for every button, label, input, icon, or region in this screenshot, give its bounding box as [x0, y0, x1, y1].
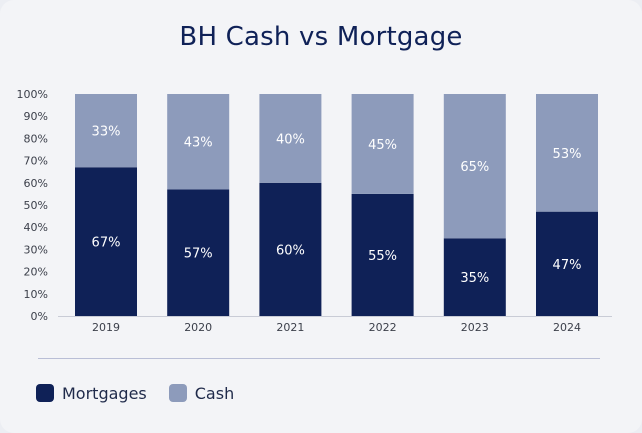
- bar-cash: [536, 94, 598, 212]
- legend-swatch-mortgages: [36, 384, 54, 402]
- y-tick-label: 40%: [24, 221, 48, 234]
- legend-item-mortgages: Mortgages: [36, 384, 147, 403]
- bar-mortgages: [443, 238, 506, 316]
- bar-mortgages: [259, 182, 322, 316]
- y-tick-label: 10%: [24, 288, 48, 301]
- bar-mortgages: [351, 193, 414, 316]
- legend-divider: [38, 358, 600, 359]
- chart-title: BH Cash vs Mortgage: [179, 22, 463, 52]
- data-label-mortgages: 55%: [368, 249, 397, 264]
- bar-cash: [351, 94, 414, 194]
- y-tick-label: 20%: [24, 266, 48, 279]
- x-tick-label: 2019: [92, 321, 120, 334]
- y-tick-label: 60%: [24, 177, 48, 190]
- data-label-cash: 43%: [184, 136, 213, 151]
- y-tick-label: 50%: [24, 199, 48, 212]
- chart-legend: Mortgages Cash: [36, 383, 256, 403]
- y-tick-label: 80%: [24, 132, 48, 145]
- legend-item-cash: Cash: [168, 383, 235, 403]
- y-tick-label: 90%: [24, 110, 48, 123]
- bar-mortgages: [536, 211, 598, 316]
- data-label-cash: 53%: [553, 147, 582, 162]
- x-tick-label: 2020: [184, 321, 212, 334]
- y-tick-label: 0%: [31, 310, 48, 323]
- x-tick-label: 2021: [276, 321, 304, 334]
- bar-cash: [443, 94, 506, 239]
- data-label-cash: 65%: [460, 160, 489, 175]
- data-label-cash: 33%: [92, 125, 121, 140]
- legend-label-mortgages: Mortgages: [62, 383, 147, 403]
- data-label-mortgages: 67%: [92, 236, 121, 251]
- data-label-cash: 40%: [276, 132, 305, 147]
- data-label-mortgages: 57%: [184, 247, 213, 262]
- data-label-mortgages: 60%: [276, 243, 305, 258]
- bar-cash: [259, 94, 322, 183]
- data-label-mortgages: 47%: [553, 258, 582, 273]
- x-tick-label: 2022: [369, 321, 397, 334]
- y-tick-label: 70%: [24, 155, 48, 168]
- y-tick-label: 100%: [17, 88, 48, 101]
- x-tick-label: 2023: [461, 321, 489, 334]
- legend-swatch-cash: [168, 384, 187, 402]
- bar-mortgages: [75, 167, 137, 316]
- bar-cash: [75, 94, 137, 168]
- y-tick-label: 30%: [24, 243, 48, 256]
- data-label-mortgages: 35%: [460, 271, 489, 286]
- x-tick-label: 2024: [553, 321, 581, 334]
- data-label-cash: 45%: [368, 138, 397, 153]
- bar-cash: [167, 94, 230, 190]
- bar-mortgages: [167, 189, 230, 316]
- legend-label-cash: Cash: [194, 383, 235, 403]
